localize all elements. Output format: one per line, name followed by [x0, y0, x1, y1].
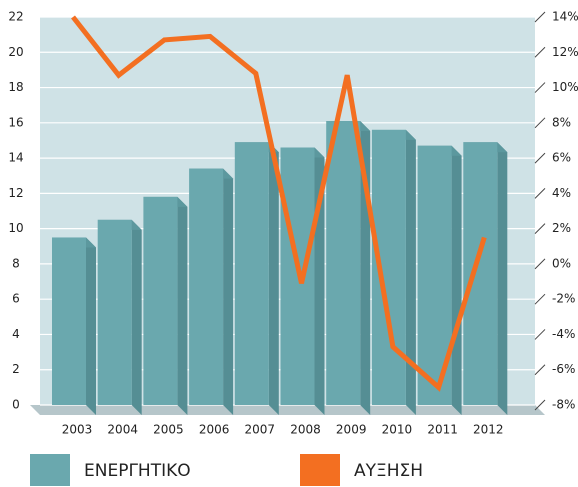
y-tick-label: 8 [12, 256, 20, 270]
y2-tick-label: 14% [552, 10, 578, 24]
y2-tick [534, 117, 546, 129]
bar-side [497, 142, 508, 415]
y-tick-label: 6 [12, 292, 20, 306]
y-tick-label: 14 [8, 151, 23, 165]
bar-side [131, 219, 142, 415]
x-tick-label: 2008 [290, 423, 321, 437]
bar [234, 142, 269, 405]
y-tick-label: 12 [8, 186, 23, 200]
y2-tick [534, 188, 546, 199]
legend-swatch [300, 454, 340, 486]
legend-label: ΕΝΕΡΓΗΤΙΚΟ [84, 461, 191, 481]
y2-tick-label: 12% [552, 45, 578, 59]
y2-tick [534, 293, 546, 305]
y2-tick-label: -6% [552, 362, 575, 376]
bar [189, 168, 224, 405]
y2-tick [534, 399, 546, 411]
floor [30, 405, 545, 415]
line [71, 15, 487, 392]
y2-tick-label: -4% [552, 327, 575, 341]
y-tick-label: 2 [12, 362, 20, 376]
y-tick-label: 10 [8, 221, 23, 235]
bar [371, 129, 406, 405]
legend-label: ΑΥΞΗΣΗ [354, 461, 423, 481]
y-tick-label: 22 [8, 10, 23, 24]
y2-tick-label: -2% [552, 292, 575, 306]
x-tick-label: 2012 [473, 423, 504, 437]
bar-side [223, 168, 234, 415]
bar-side [86, 237, 96, 415]
y2-tick [534, 46, 546, 58]
y2-tick [534, 11, 546, 23]
x-tick-label: 2011 [427, 423, 458, 437]
y2-tick [534, 258, 546, 270]
y2-tick-label: 2% [552, 221, 571, 235]
bar [143, 196, 178, 405]
y2-tick [534, 329, 546, 340]
bar [52, 237, 86, 405]
y2-tick-label: -8% [552, 398, 575, 412]
bar [326, 121, 361, 406]
x-tick-label: 2005 [153, 423, 184, 437]
x-tick-label: 2009 [336, 423, 367, 437]
y-tick-label: 0 [12, 398, 20, 412]
bar-side [177, 196, 188, 415]
bar-side [405, 129, 416, 415]
y-tick-label: 20 [8, 45, 23, 59]
x-tick-label: 2003 [62, 423, 93, 437]
x-tick-label: 2004 [107, 423, 138, 437]
y2-tick-label: 10% [552, 80, 578, 94]
y2-tick [534, 364, 546, 376]
y2-tick-label: 6% [552, 151, 571, 165]
y2-tick-label: 0% [552, 256, 571, 270]
bar-side [451, 145, 462, 415]
y2-tick [534, 82, 546, 93]
y2-tick [534, 223, 546, 234]
x-tick-label: 2006 [199, 423, 230, 437]
x-tick-label: 2007 [245, 423, 276, 437]
bar [97, 219, 132, 405]
y2-tick-label: 4% [552, 186, 571, 200]
legend-swatch [30, 454, 70, 486]
y2-tick [534, 152, 546, 164]
bar-side [268, 142, 279, 415]
y-tick-label: 4 [12, 327, 20, 341]
y-tick-label: 18 [8, 80, 23, 94]
x-tick-label: 2010 [382, 423, 413, 437]
y2-tick-label: 8% [552, 115, 571, 129]
y-tick-label: 16 [8, 115, 23, 129]
bar [463, 142, 498, 405]
